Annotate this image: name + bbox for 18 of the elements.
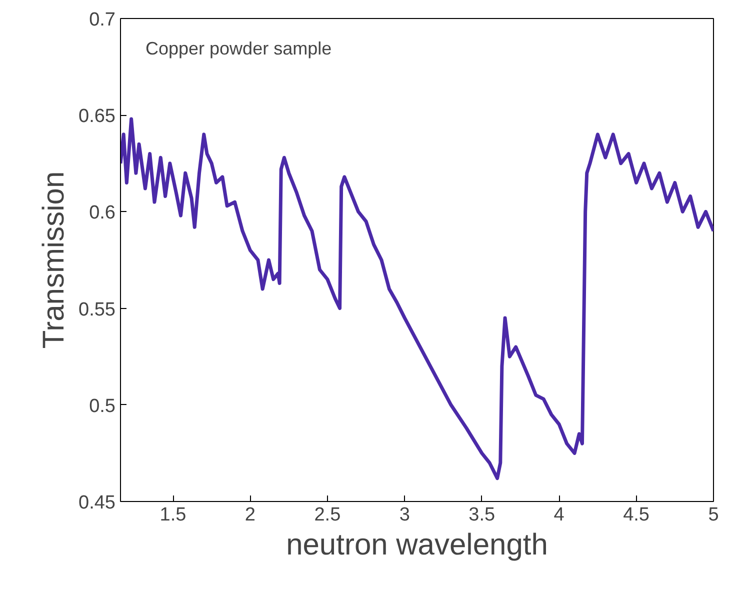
x-axis-title: neutron wavelength <box>286 528 548 562</box>
line-series <box>120 117 714 480</box>
x-tick-label: 3 <box>399 504 410 526</box>
x-tick-label: 3.5 <box>468 504 496 526</box>
y-tick-label: 0.65 <box>78 106 116 128</box>
x-tick-label: 4 <box>554 504 565 526</box>
y-tick-label: 0.55 <box>78 299 116 320</box>
x-tick-label: 5 <box>708 504 719 526</box>
y-tick-label: 0.5 <box>89 396 116 417</box>
x-tick-label: 4.5 <box>623 504 650 526</box>
x-tick-label: 2.5 <box>314 504 341 526</box>
x-tick-label: 2 <box>244 504 256 526</box>
y-axis-title: Transmission <box>38 171 71 349</box>
y-tick-label: 0.7 <box>89 10 116 30</box>
annotation: Copper powder sample <box>146 38 332 58</box>
x-tick-label: 1.5 <box>160 504 186 526</box>
y-tick-label: 0.6 <box>89 202 116 224</box>
y-tick-label: 0.45 <box>78 492 116 514</box>
